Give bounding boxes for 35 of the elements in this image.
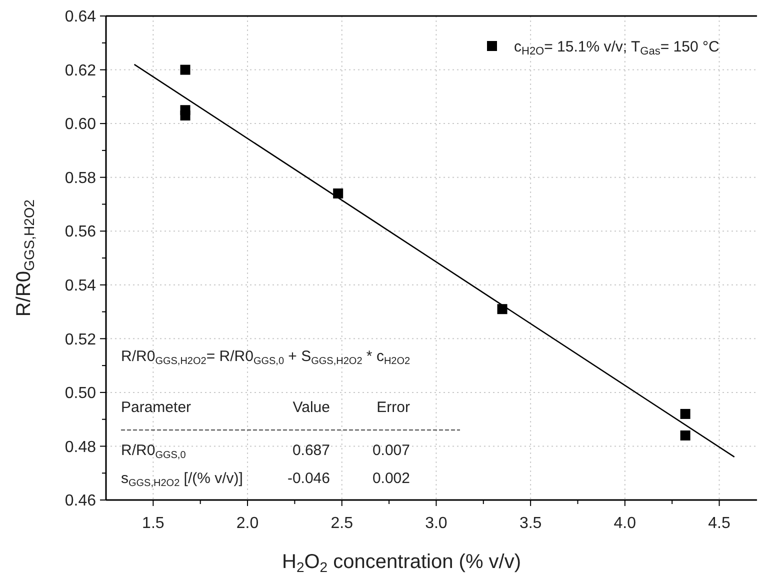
x-tick-label: 4.5 — [708, 515, 730, 532]
point — [680, 430, 690, 440]
point — [333, 188, 344, 198]
annotation: Value — [292, 399, 330, 416]
annotation: Error — [376, 399, 410, 416]
y-tick-label: 0.64 — [64, 8, 96, 26]
y-tick-label: 0.60 — [64, 116, 96, 134]
y-tick-label: 0.58 — [64, 170, 96, 187]
x-tick-label: 4.0 — [614, 515, 636, 532]
x-tick-label: 2.0 — [236, 515, 259, 532]
point — [180, 64, 190, 75]
annotation: Parameter — [121, 399, 192, 416]
y-tick-label: 0.48 — [64, 438, 96, 456]
y-tick-label: 0.52 — [64, 331, 96, 348]
point — [180, 110, 190, 120]
annotation: 0.007 — [372, 442, 410, 459]
y-tick-label: 0.50 — [64, 385, 96, 402]
annotation: 0.687 — [292, 442, 330, 459]
annotation: s$_{GGS,H2O2}$ [/(% v/v)] — [121, 470, 243, 489]
x-axis-title: H$_{2}$O$_{2}$ concentration (% v/v) — [282, 551, 522, 576]
annotation: -0.046 — [287, 470, 330, 487]
y-tick-label: 0.62 — [64, 62, 96, 80]
x-tick-label: 2.5 — [330, 515, 354, 532]
annotation: 0.002 — [372, 470, 410, 487]
point — [497, 304, 508, 314]
y-tick-label: 0.56 — [64, 224, 96, 241]
x-tick-label: 1.5 — [142, 515, 164, 532]
y-tick-label: 0.54 — [64, 277, 96, 294]
point — [680, 408, 690, 419]
annotation: R/R0$_{GGS,0}$ — [121, 442, 186, 461]
y-tick-label: 0.46 — [64, 492, 96, 510]
legend-label: c$_{H2O}$= 15.1% v/v; T$_{Gas}$= 150 °C — [514, 38, 720, 58]
x-tick-label: 3.0 — [425, 515, 448, 532]
x-tick-label: 3.5 — [519, 515, 542, 532]
annotation: R/R0$_{GGS,H2O2}$= R/R0$_{GGS,0}$ + S$_{GGS,H2O2}$ * c$_{H2O2}$ — [121, 348, 411, 367]
